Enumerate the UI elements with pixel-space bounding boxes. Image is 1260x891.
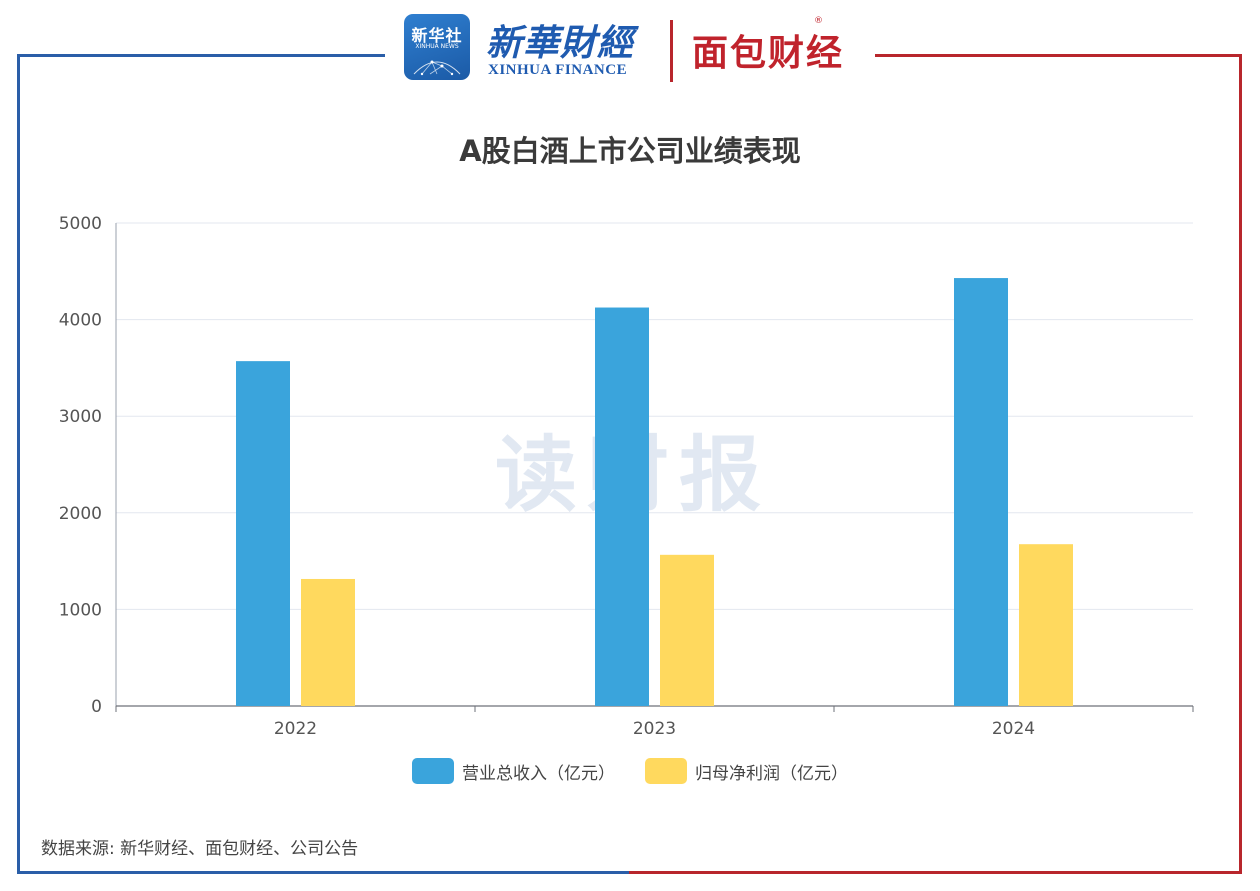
y-tick-label: 2000 — [59, 504, 102, 524]
bar-profit — [1019, 544, 1073, 706]
badge-subtitle: XINHUA NEWS — [415, 43, 459, 50]
y-tick-label: 3000 — [59, 407, 102, 427]
chart-legend: 营业总收入（亿元） 归母净利润（亿元） — [0, 758, 1260, 784]
legend-label-revenue: 营业总收入（亿元） — [462, 763, 615, 784]
data-source-note: 数据来源: 新华财经、面包财经、公司公告 — [41, 839, 359, 859]
frame-top-left-line — [17, 54, 385, 57]
frame-left-border — [17, 54, 20, 874]
frame-top-right-line — [875, 54, 1242, 57]
legend-swatch-profit — [645, 758, 687, 784]
bar-revenue — [595, 307, 649, 706]
y-tick-label: 4000 — [59, 311, 102, 331]
legend-swatch-revenue — [412, 758, 454, 784]
chart-title: A股白酒上市公司业绩表现 — [459, 134, 801, 168]
y-tick-label: 1000 — [59, 600, 102, 620]
frame-bottom-right-border — [629, 871, 1242, 874]
y-tick-label: 0 — [91, 697, 102, 717]
registered-mark: ® — [814, 16, 823, 26]
frame-bottom-left-border — [17, 871, 629, 874]
bar-profit — [301, 578, 355, 706]
xinhua-news-logo: 新华社 XINHUA NEWS — [404, 14, 470, 80]
x-tick-label: 2023 — [633, 719, 676, 739]
xinhua-finance-logo-english: XINHUA FINANCE — [488, 62, 628, 78]
legend-label-profit: 归母净利润（亿元） — [695, 763, 848, 784]
legend-item-revenue[interactable]: 营业总收入（亿元） — [412, 758, 615, 784]
x-tick-label: 2022 — [274, 719, 317, 739]
badge-title: 新华社 — [411, 26, 463, 45]
globe-network-icon — [413, 60, 461, 76]
brand-header: 新华社 XINHUA NEWS 新華財經 XINHUA FINANCE 面包财经… — [402, 12, 872, 84]
xinhua-finance-logo-text: 新華財經 — [486, 22, 635, 64]
bar-revenue — [236, 361, 290, 706]
mianbao-finance-logo-text: 面包财经 — [692, 33, 845, 74]
bar-profit — [660, 554, 714, 706]
x-tick-label: 2024 — [992, 719, 1035, 739]
frame-right-border — [1239, 54, 1242, 874]
y-tick-label: 5000 — [59, 214, 102, 234]
legend-item-profit[interactable]: 归母净利润（亿元） — [645, 758, 848, 784]
brand-divider — [670, 20, 673, 82]
bar-revenue — [954, 278, 1008, 706]
